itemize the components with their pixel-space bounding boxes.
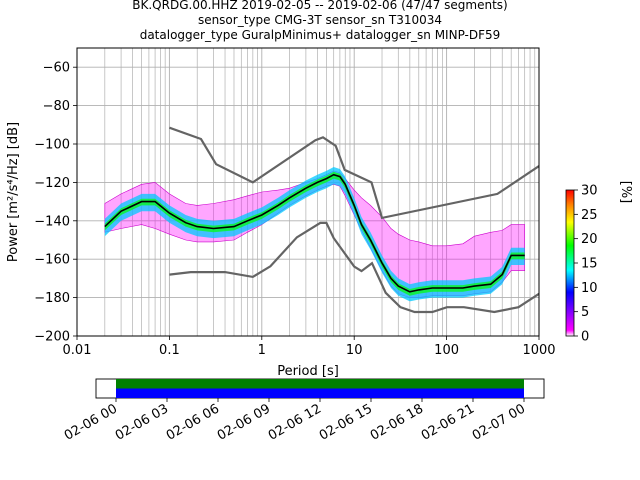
mode-line bbox=[104, 173, 525, 293]
x-tick-label: 1 bbox=[258, 343, 266, 358]
ppsd-spread bbox=[104, 167, 525, 302]
y-tick-label: −60 bbox=[43, 61, 70, 76]
timeline-bar-used bbox=[116, 388, 524, 398]
title-line-1: BK.QRDG.00.HHZ 2019-02-05 -- 2019-02-06 … bbox=[132, 0, 508, 12]
timeline-tick-label: 02-06 15 bbox=[317, 401, 375, 443]
timeline-tick-label: 02-06 18 bbox=[368, 401, 426, 443]
timeline-tick-label: 02-06 06 bbox=[164, 401, 222, 443]
title-line-2: sensor_type CMG-3T sensor_sn T310034 bbox=[197, 13, 443, 27]
x-tick-label: 0.1 bbox=[159, 343, 180, 358]
y-tick-label: −160 bbox=[34, 253, 70, 268]
y-axis-ticks: −60 −80 −100 −120 −140 −160 −180 −200 bbox=[34, 61, 77, 345]
nlnm-line bbox=[169, 221, 539, 314]
timeline-tick-label: 02-07 00 bbox=[470, 401, 528, 443]
y-tick-label: −120 bbox=[34, 176, 70, 191]
x-tick-label: 100 bbox=[434, 343, 459, 358]
colorbar-ticks: 0 5 10 15 20 25 30 bbox=[574, 184, 598, 345]
x-tick-label: 0.01 bbox=[63, 343, 92, 358]
y-tick-label: −100 bbox=[34, 138, 70, 153]
y-axis-label: Power [m²/s⁴/Hz] [dB] bbox=[6, 122, 21, 262]
nhnm-line bbox=[169, 126, 539, 220]
y-tick-label: −200 bbox=[34, 330, 70, 345]
noise-models bbox=[169, 126, 539, 314]
colorbar-tick-label: 10 bbox=[581, 281, 598, 296]
colorbar-tick-label: 30 bbox=[581, 184, 598, 199]
colorbar-tick-label: 25 bbox=[581, 208, 598, 223]
title-line-3: datalogger_type GuralpMinimus+ datalogge… bbox=[139, 28, 501, 42]
colorbar bbox=[565, 189, 575, 337]
plot-frame bbox=[76, 47, 540, 337]
x-axis-label: Period [s] bbox=[277, 364, 339, 379]
timeline-tick-label: 02-06 00 bbox=[62, 401, 120, 443]
x-tick-label: 10 bbox=[346, 343, 363, 358]
x-tick-label: 1000 bbox=[522, 343, 555, 358]
timeline-tick-label: 02-06 12 bbox=[266, 401, 324, 443]
y-tick-label: −140 bbox=[34, 214, 70, 229]
ppsd-peak-band bbox=[104, 171, 525, 296]
y-tick-label: −180 bbox=[34, 291, 70, 306]
x-axis-ticks: 0.01 0.1 1 10 100 1000 bbox=[63, 336, 556, 358]
timeline-tick-label: 02-06 09 bbox=[215, 401, 273, 443]
colorbar-tick-label: 20 bbox=[581, 232, 598, 247]
timeline-bar-data bbox=[116, 379, 524, 389]
y-tick-label: −80 bbox=[43, 99, 70, 114]
timeline-tick-label: 02-06 21 bbox=[419, 401, 477, 443]
timeline-tick-label: 02-06 03 bbox=[113, 401, 171, 443]
colorbar-tick-label: 5 bbox=[581, 305, 589, 320]
colorbar-label: [%] bbox=[618, 181, 633, 204]
mode-series bbox=[104, 173, 525, 293]
colorbar-tick-label: 0 bbox=[581, 330, 589, 345]
colorbar-tick-label: 15 bbox=[581, 257, 598, 272]
